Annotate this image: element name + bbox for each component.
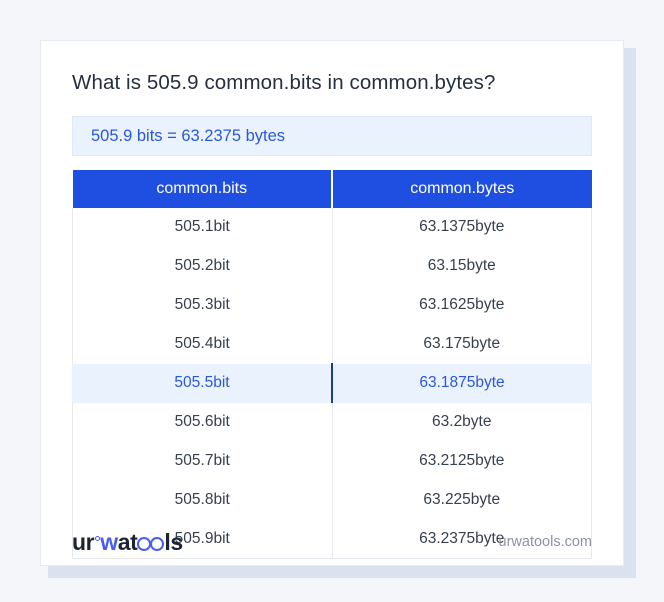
cell-bytes: 63.225byte xyxy=(331,480,592,520)
cell-bytes: 63.175byte xyxy=(331,324,592,364)
cell-bytes: 63.1625byte xyxy=(331,285,592,325)
table-head: common.bits common.bytes xyxy=(72,170,592,208)
table-row[interactable]: 505.4bit 63.175byte xyxy=(72,324,592,364)
cell-bits: 505.9bit xyxy=(72,519,333,559)
logo-ring-right-icon xyxy=(150,536,165,551)
page-title: What is 505.9 common.bits in common.byte… xyxy=(72,71,496,94)
logo-text-ur: ur xyxy=(72,528,95,555)
table-row[interactable]: 505.5bit 63.1875byte xyxy=(72,363,592,403)
logo-text-ls: ls xyxy=(164,528,183,555)
table-row[interactable]: 505.2bit 63.15byte xyxy=(72,246,592,286)
result-banner-text: 505.9 bits = 63.2375 bytes xyxy=(91,126,286,145)
degree-ring-icon xyxy=(94,535,100,541)
table-row[interactable]: 505.9bit 63.2375byte xyxy=(72,519,592,559)
cell-bits: 505.3bit xyxy=(72,285,333,325)
card-content: What is 505.9 common.bits in common.byte… xyxy=(41,41,623,559)
table-row[interactable]: 505.6bit 63.2byte xyxy=(72,402,592,442)
cell-bytes: 63.2375byte xyxy=(331,519,592,559)
cell-bytes: 63.1375byte xyxy=(331,208,592,247)
logo-text-at: at xyxy=(117,528,138,555)
brand-logo[interactable]: ur w at ls xyxy=(72,529,183,556)
column-header-bits[interactable]: common.bits xyxy=(72,170,333,208)
cell-bits: 505.6bit xyxy=(72,402,333,442)
result-banner: 505.9 bits = 63.2375 bytes xyxy=(72,116,592,156)
column-header-bytes[interactable]: common.bytes xyxy=(332,170,592,208)
conversion-card: What is 505.9 common.bits in common.byte… xyxy=(40,40,624,566)
cell-bytes: 63.2byte xyxy=(331,402,592,442)
cell-bits: 505.8bit xyxy=(72,480,333,520)
cell-bytes: 63.1875byte xyxy=(332,363,592,403)
logo-text-w: w xyxy=(100,528,118,555)
table-row[interactable]: 505.7bit 63.2125byte xyxy=(72,441,592,481)
logo-ring-left-icon xyxy=(137,536,152,551)
table-header-row: common.bits common.bytes xyxy=(72,170,592,208)
cell-bits: 505.1bit xyxy=(72,208,333,247)
conversion-table: common.bits common.bytes 505.1bit 63.1375… xyxy=(72,170,592,559)
table-row[interactable]: 505.8bit 63.225byte xyxy=(72,480,592,520)
cell-bits: 505.7bit xyxy=(72,441,333,481)
table-row[interactable]: 505.3bit 63.1625byte xyxy=(72,285,592,325)
cell-bytes: 63.2125byte xyxy=(331,441,592,481)
cell-bits: 505.2bit xyxy=(72,246,333,286)
footer-website-url[interactable]: urwatools.com xyxy=(498,534,592,550)
table-row[interactable]: 505.1bit 63.1375byte xyxy=(72,208,592,247)
card-footer: ur w at ls urwatools.com xyxy=(41,519,623,565)
cell-bits: 505.4bit xyxy=(72,324,333,364)
cell-bits: 505.5bit xyxy=(72,363,333,403)
double-ring-icon xyxy=(137,536,165,551)
cell-bytes: 63.15byte xyxy=(331,246,592,286)
table-body: 505.1bit 63.1375byte 505.2bit 63.15byte 505.… xyxy=(72,208,592,559)
